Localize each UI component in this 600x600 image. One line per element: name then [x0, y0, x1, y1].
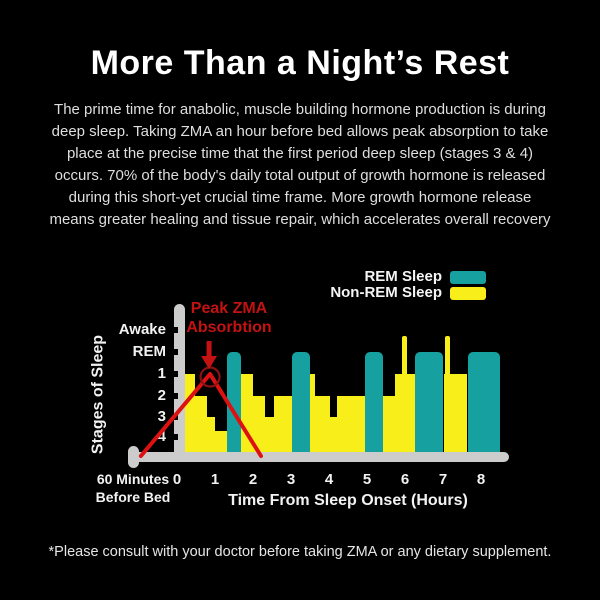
y-tick-label: REM — [132, 343, 166, 360]
non-rem-sleep-bar — [265, 417, 274, 453]
x-tick-label: 7 — [438, 471, 448, 488]
x-tick-label: 8 — [476, 471, 486, 488]
rem-sleep-bar — [292, 352, 310, 453]
y-tick-label: Awake — [118, 321, 166, 338]
x-axis-end-cap — [128, 446, 139, 468]
non-rem-sleep-bar — [315, 396, 330, 453]
x-tick-label: 2 — [248, 471, 258, 488]
x-tick-label: 1 — [210, 471, 220, 488]
y-axis-tick — [167, 371, 178, 377]
rem-sleep-bar — [468, 352, 500, 453]
rem-color-swatch — [450, 270, 486, 284]
y-tick-label: 2 — [157, 387, 166, 404]
y-axis-tick — [167, 349, 178, 355]
legend-item-rem: REM Sleep — [364, 268, 486, 285]
wake-spike-bar — [445, 336, 450, 453]
non-rem-sleep-bar — [337, 396, 365, 453]
non-rem-sleep-bar — [274, 396, 292, 453]
x-tick-label: 4 — [324, 471, 334, 488]
intro-paragraph: The prime time for anabolic, muscle buil… — [49, 101, 551, 228]
rem-sleep-bar — [415, 352, 443, 453]
y-axis-tick — [167, 434, 178, 440]
legend-label-rem: REM Sleep — [364, 268, 442, 285]
non-rem-sleep-bar — [215, 431, 227, 453]
non-rem-sleep-bar — [383, 396, 395, 453]
non-rem-sleep-bar — [195, 396, 207, 453]
non-rem-sleep-bar — [330, 417, 337, 453]
x-tick-label: 5 — [362, 471, 372, 488]
legend-item-non-rem: Non-REM Sleep — [330, 284, 486, 301]
before-bed-label: 60 Minutes Before Bed — [95, 471, 171, 505]
x-tick-label: 3 — [286, 471, 296, 488]
y-axis-tick — [167, 414, 178, 420]
non-rem-sleep-bar — [207, 417, 215, 453]
non-rem-sleep-bar — [253, 396, 265, 453]
y-tick-label: 3 — [157, 408, 166, 425]
disclaimer-text: *Please consult with your doctor before … — [48, 544, 552, 560]
x-axis-title: Time From Sleep Onset (Hours) — [228, 492, 468, 509]
non-rem-sleep-bar — [241, 374, 253, 453]
y-tick-label: 4 — [157, 428, 166, 445]
rem-sleep-bar — [365, 352, 383, 453]
x-axis-line — [131, 452, 509, 462]
y-tick-label: 1 — [157, 365, 166, 382]
rem-sleep-bar — [227, 352, 241, 453]
x-tick-label: 6 — [400, 471, 410, 488]
y-axis-tick — [167, 393, 178, 399]
legend-label-non-rem: Non-REM Sleep — [330, 284, 442, 301]
wake-spike-bar — [402, 336, 407, 453]
non-rem-color-swatch — [450, 286, 486, 300]
x-tick-label: 0 — [172, 471, 182, 488]
y-axis-tick — [167, 327, 178, 333]
non-rem-sleep-bar — [310, 374, 315, 453]
page-title: More Than a Night’s Rest — [90, 44, 510, 82]
peak-zma-annotation-label: Peak ZMA Absorbtion — [186, 300, 272, 336]
